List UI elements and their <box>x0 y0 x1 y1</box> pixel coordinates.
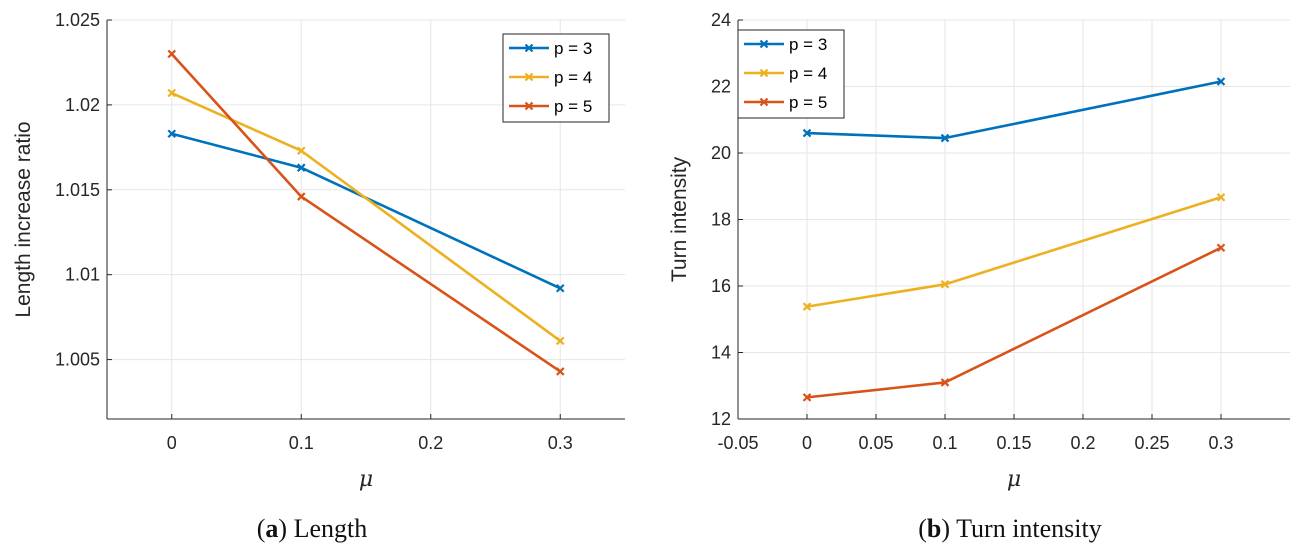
caption-open: ( <box>918 514 927 543</box>
caption-text: ) Turn intensity <box>941 514 1101 543</box>
y-tick-label: 12 <box>711 409 731 429</box>
y-tick-label: 24 <box>711 10 731 30</box>
legend-entry: p = 3 <box>789 35 827 54</box>
caption-letter: a <box>265 514 278 543</box>
y-tick-label: 20 <box>711 143 731 163</box>
caption-text: ) Length <box>278 514 367 543</box>
legend-marker <box>759 97 769 107</box>
data-point <box>555 283 565 293</box>
x-tick-label: 0.05 <box>858 433 893 453</box>
y-tick-label: 14 <box>711 343 731 363</box>
x-tick-label: 0.3 <box>548 433 573 453</box>
data-point <box>167 129 177 139</box>
x-axis-label: μ <box>1007 467 1021 492</box>
data-point <box>940 378 950 387</box>
x-tick-label: 0.1 <box>289 433 314 453</box>
series-line-p3 <box>171 132 561 290</box>
x-tick-label: 0.15 <box>996 433 1031 453</box>
data-point <box>296 163 306 172</box>
y-tick-label: 22 <box>711 77 731 97</box>
y-tick-label: 1.01 <box>65 265 100 285</box>
data-point <box>555 367 565 376</box>
legend: p = 3 p = 4 p = 5 <box>502 33 610 123</box>
data-point <box>940 280 950 289</box>
y-tick-label: 16 <box>711 276 731 296</box>
data-point <box>940 133 950 143</box>
x-tick-label: 0.2 <box>418 433 443 453</box>
figure-caption: (a) Length <box>257 514 367 543</box>
legend-entry: p = 4 <box>554 68 592 87</box>
data-point <box>555 336 565 346</box>
legend: p = 3 p = 4 p = 5 <box>737 29 845 119</box>
chart-a: 0 0.1 0.2 0.3 1.005 1.01 1.015 1.02 1.025 Length … <box>12 10 625 543</box>
legend-entry: p = 5 <box>789 93 827 112</box>
legend-marker <box>759 68 769 78</box>
x-tick-label: 0 <box>802 433 812 453</box>
x-tick-label: 0.25 <box>1134 433 1169 453</box>
y-axis-label: Turn intensity <box>668 156 691 282</box>
legend-marker <box>524 101 534 111</box>
data-point <box>1216 192 1226 202</box>
chart-b: -0.05 0 0.05 0.1 0.15 0.2 0.25 0.3 12 14 16 18 20 22 2… <box>668 10 1290 543</box>
y-tick-label: 1.005 <box>55 350 100 370</box>
legend-marker <box>524 72 534 82</box>
caption-open: ( <box>257 514 266 543</box>
y-tick-label: 18 <box>711 210 731 230</box>
y-tick-label: 1.02 <box>65 95 100 115</box>
x-tick-label: 0 <box>167 433 177 453</box>
data-point <box>802 393 812 402</box>
x-tick-label: -0.05 <box>717 433 758 453</box>
x-tick-label: 0.2 <box>1070 433 1095 453</box>
data-point <box>1216 243 1226 253</box>
series-line-p5 <box>170 53 561 373</box>
data-point <box>802 302 812 311</box>
data-point <box>1216 77 1226 86</box>
data-point <box>167 49 177 59</box>
caption-letter: b <box>927 514 941 543</box>
data-point <box>296 192 306 201</box>
y-tick-label: 1.025 <box>55 10 100 30</box>
legend-marker <box>524 43 534 53</box>
data-point <box>167 88 177 98</box>
figure-caption: (b) Turn intensity <box>918 514 1102 543</box>
series-line-p4 <box>171 91 562 342</box>
x-tick-label: 0.3 <box>1208 433 1233 453</box>
data-point <box>296 146 306 156</box>
y-axis-label: Length increase ratio <box>12 121 35 317</box>
x-tick-label: 0.1 <box>932 433 957 453</box>
legend-entry: p = 4 <box>789 64 827 83</box>
legend-entry: p = 3 <box>554 39 592 58</box>
legend-marker <box>759 39 769 49</box>
x-axis-label: μ <box>359 467 373 492</box>
y-tick-label: 1.015 <box>55 180 100 200</box>
data-point <box>802 128 812 138</box>
legend-entry: p = 5 <box>554 97 592 116</box>
